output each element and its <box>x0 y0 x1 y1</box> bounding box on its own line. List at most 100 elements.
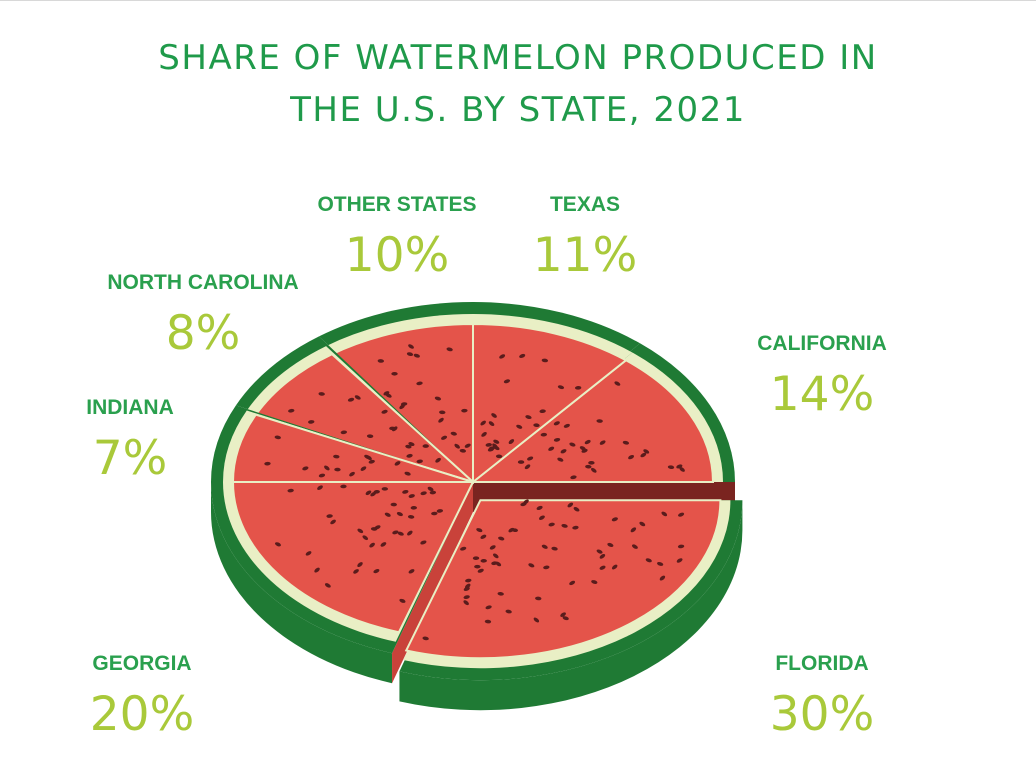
seed <box>368 459 375 464</box>
seed <box>588 461 595 465</box>
seed <box>560 449 567 454</box>
slice-seeds <box>288 392 441 464</box>
slice-rind-side <box>211 482 393 684</box>
seed <box>446 347 453 352</box>
seed <box>533 617 540 623</box>
seed <box>489 545 496 550</box>
seed <box>362 535 369 541</box>
seed <box>464 443 471 448</box>
seed <box>491 413 497 418</box>
seed <box>406 453 413 458</box>
seed <box>381 487 389 491</box>
seed <box>562 616 569 621</box>
seed <box>676 464 683 469</box>
seed <box>639 521 646 527</box>
seed <box>661 511 668 517</box>
seed <box>357 528 364 534</box>
seed <box>302 466 309 471</box>
seed <box>326 514 333 518</box>
seed <box>667 465 675 470</box>
label-indiana: INDIANA <box>86 396 174 419</box>
seed <box>539 515 545 520</box>
seed <box>431 511 438 516</box>
pie-slice-north-carolina <box>235 336 474 483</box>
seed <box>497 591 504 596</box>
seed <box>366 434 374 438</box>
seed <box>591 467 597 473</box>
seed <box>557 385 565 390</box>
seed <box>340 430 348 435</box>
seed <box>560 612 566 617</box>
seed <box>548 522 555 527</box>
seed <box>557 457 564 462</box>
seed <box>505 609 512 614</box>
seed <box>485 605 492 610</box>
seed <box>439 410 446 415</box>
seed <box>383 391 390 396</box>
seed <box>533 423 540 428</box>
value-other-states: 10% <box>345 228 449 283</box>
seed <box>324 583 331 588</box>
seed <box>317 485 323 490</box>
seed <box>407 515 415 519</box>
seed <box>536 505 543 511</box>
seed <box>422 444 429 448</box>
seed <box>517 460 525 464</box>
seed <box>459 448 467 453</box>
slice-seeds <box>264 435 411 478</box>
seed <box>525 415 532 420</box>
seed <box>360 466 367 471</box>
seed <box>438 417 444 423</box>
seed <box>539 409 546 414</box>
slice-flesh <box>231 413 474 483</box>
seed <box>543 565 550 570</box>
slice-flesh <box>470 359 715 483</box>
label-florida: FLORIDA <box>775 652 868 675</box>
slice-seeds <box>480 353 582 459</box>
chart-title-line-2: THE U.S. BY STATE, 2021 <box>290 90 746 130</box>
seed <box>488 421 495 427</box>
seed <box>397 531 404 536</box>
seed <box>480 559 487 563</box>
label-north-carolina: NORTH CAROLINA <box>107 271 298 294</box>
value-georgia: 20% <box>90 687 194 742</box>
pie-slice-other-states <box>319 302 474 485</box>
pie-slice-california <box>470 343 735 512</box>
seed <box>573 507 580 512</box>
seed <box>527 456 534 461</box>
seed <box>408 344 414 349</box>
seed <box>366 455 372 461</box>
chart-title: SHARE OF WATERMELON PRODUCED IN THE U.S.… <box>0 32 1036 136</box>
seed <box>584 439 591 445</box>
seed <box>622 440 630 445</box>
seed <box>287 488 294 493</box>
seed <box>330 519 336 525</box>
seed <box>347 397 355 402</box>
seed <box>570 475 577 480</box>
seed <box>645 558 652 563</box>
seed <box>508 439 515 445</box>
seed <box>599 440 606 445</box>
seed <box>340 484 347 489</box>
seed <box>480 534 487 539</box>
seed <box>574 386 582 390</box>
pie-slices <box>211 302 743 711</box>
seed <box>677 544 685 549</box>
seed <box>472 556 480 561</box>
seed <box>484 619 492 624</box>
seed <box>308 420 315 424</box>
top-divider <box>0 0 1036 1</box>
seed <box>481 431 487 437</box>
seed <box>274 542 281 547</box>
seed <box>493 439 500 444</box>
seed <box>657 561 664 566</box>
slice-labels: FLORIDA 30% GEORGIA 20% INDIANA 7% NORTH CAROL… <box>86 193 887 742</box>
seed <box>599 553 606 559</box>
seed <box>324 465 330 471</box>
seed <box>334 467 341 472</box>
seed <box>318 473 326 478</box>
seed <box>370 491 377 497</box>
seed <box>524 464 531 470</box>
seed <box>498 536 505 541</box>
seed <box>572 525 579 530</box>
